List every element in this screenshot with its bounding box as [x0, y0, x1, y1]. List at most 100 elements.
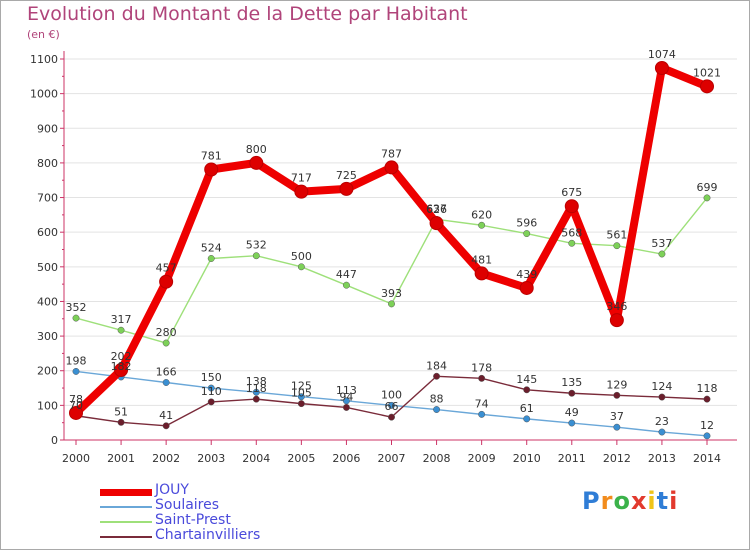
data-point-soulaires: [252, 388, 260, 396]
y-tick-label: 100: [37, 399, 58, 412]
data-point-jouy: [294, 184, 309, 199]
data-label-soulaires: 138: [246, 375, 267, 388]
data-point-jouy: [384, 160, 399, 175]
data-point-jouy: [204, 162, 219, 177]
data-point-jouy: [429, 216, 444, 231]
data-point-jouy: [159, 274, 174, 289]
y-tick-label: 500: [37, 261, 58, 274]
data-label-saint-prest: 280: [156, 326, 177, 339]
data-label-saint-prest: 568: [561, 226, 582, 239]
data-point-saint-prest: [478, 221, 486, 229]
data-label-jouy: 781: [201, 149, 222, 162]
data-point-soulaires: [297, 393, 305, 401]
legend-swatch: [100, 536, 152, 538]
x-tick-label: 2011: [558, 452, 586, 465]
y-tick-label: 0: [51, 434, 58, 447]
data-label-saint-prest: 561: [606, 229, 627, 242]
data-point-soulaires: [162, 379, 170, 386]
data-label-saint-prest: 537: [651, 237, 672, 250]
data-point-soulaires: [703, 432, 711, 440]
data-label-soulaires: 198: [66, 354, 87, 367]
brand-letter: o: [613, 487, 631, 515]
data-label-soulaires: 150: [201, 371, 222, 384]
data-label-chartainvilliers: 70: [69, 399, 83, 412]
data-point-jouy: [564, 199, 579, 214]
x-tick-label: 2008: [423, 452, 451, 465]
data-label-jouy: 346: [606, 300, 627, 313]
data-label-saint-prest: 524: [201, 242, 222, 255]
data-point-soulaires: [523, 415, 531, 423]
data-point-chartainvilliers: [523, 386, 531, 394]
data-point-jouy: [69, 405, 83, 420]
data-point-chartainvilliers: [117, 418, 125, 426]
y-tick-label: 800: [37, 157, 58, 170]
data-point-soulaires: [613, 423, 621, 431]
data-label-soulaires: 166: [156, 366, 177, 379]
legend-label: Chartainvilliers: [155, 527, 261, 543]
data-label-saint-prest: 699: [697, 181, 718, 194]
data-point-soulaires: [658, 428, 666, 436]
data-point-soulaires: [568, 419, 576, 427]
data-point-chartainvilliers: [252, 395, 260, 403]
data-label-jouy: 675: [561, 186, 582, 199]
data-point-chartainvilliers: [433, 372, 441, 380]
data-point-jouy: [114, 363, 129, 378]
data-label-jouy: 78: [69, 393, 83, 406]
data-point-jouy: [249, 155, 264, 170]
data-label-soulaires: 182: [111, 360, 132, 373]
x-tick-label: 2002: [152, 452, 180, 465]
data-label-chartainvilliers: 124: [651, 380, 672, 393]
x-tick-label: 2013: [648, 452, 676, 465]
data-point-jouy: [519, 280, 534, 295]
y-tick-label: 700: [37, 192, 58, 205]
data-point-chartainvilliers: [478, 374, 486, 382]
data-point-saint-prest: [388, 300, 395, 308]
data-point-saint-prest: [72, 314, 80, 322]
data-label-jouy: 439: [516, 268, 537, 281]
legend-swatch: [100, 506, 152, 508]
data-point-saint-prest: [117, 326, 125, 334]
data-label-saint-prest: 352: [66, 301, 87, 314]
brand-letter: r: [600, 487, 614, 515]
legend-swatch: [100, 489, 152, 496]
x-tick-label: 2006: [332, 452, 360, 465]
x-tick-label: 2009: [468, 452, 496, 465]
data-point-chartainvilliers: [297, 400, 305, 408]
data-label-soulaires: 100: [381, 388, 402, 401]
data-point-jouy: [339, 181, 354, 196]
brand-letter: P: [582, 487, 601, 515]
data-label-chartainvilliers: 51: [114, 405, 128, 418]
data-point-chartainvilliers: [207, 398, 215, 406]
y-tick-label: 900: [37, 122, 58, 135]
brand-logo: Proxiti: [582, 487, 678, 515]
y-tick-label: 600: [37, 226, 58, 239]
data-point-chartainvilliers: [658, 393, 666, 401]
data-point-jouy: [609, 313, 624, 328]
data-label-saint-prest: 620: [471, 208, 492, 221]
data-point-chartainvilliers: [162, 422, 170, 430]
brand-letter: i: [669, 487, 679, 515]
y-tick-label: 400: [37, 295, 58, 308]
y-tick-label: 200: [37, 365, 58, 378]
data-point-saint-prest: [297, 263, 305, 271]
legend-label: Soulaires: [155, 497, 220, 513]
x-tick-label: 2012: [603, 452, 631, 465]
data-point-saint-prest: [703, 194, 711, 202]
data-label-chartainvilliers: 184: [426, 359, 447, 372]
chart-title: Evolution du Montant de la Dette par Hab…: [27, 3, 468, 25]
x-tick-label: 2004: [242, 452, 270, 465]
data-label-chartainvilliers: 105: [291, 387, 312, 400]
data-point-saint-prest: [207, 255, 215, 262]
data-label-chartainvilliers: 110: [201, 385, 222, 398]
data-point-saint-prest: [658, 250, 666, 258]
data-point-soulaires: [207, 384, 215, 392]
data-label-soulaires: 23: [655, 415, 669, 428]
data-point-saint-prest: [568, 239, 576, 247]
legend-label: JOUY: [155, 482, 189, 498]
data-point-saint-prest: [252, 252, 260, 260]
data-point-jouy: [700, 79, 714, 94]
data-label-soulaires: 61: [520, 402, 534, 415]
data-label-jouy: 787: [381, 147, 402, 160]
data-point-chartainvilliers: [568, 389, 576, 397]
data-label-jouy: 1074: [648, 48, 676, 61]
